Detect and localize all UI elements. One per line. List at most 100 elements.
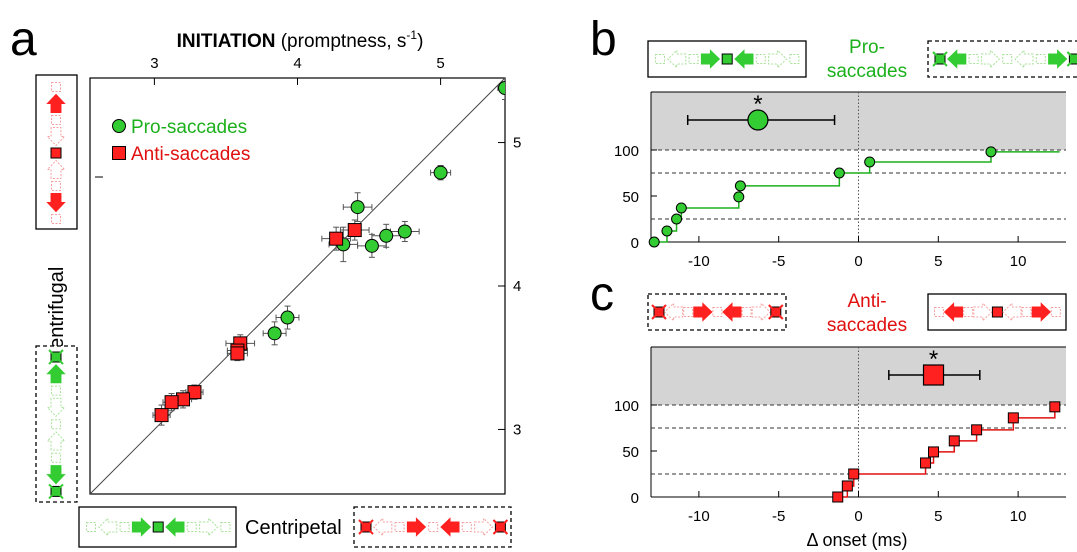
outline-box-icon (461, 522, 472, 532)
panel-a-title-rest: (promptness, s (275, 31, 406, 52)
arrow-right-icon (131, 517, 152, 537)
outline-box-icon (789, 54, 800, 64)
arrow-left-icon (440, 517, 460, 537)
outline-box-icon (119, 522, 130, 532)
panel-b-label-line1: Pro- (849, 37, 885, 58)
outline-box-icon (1002, 54, 1013, 64)
summary-mean-marker (747, 109, 769, 131)
outline-box-icon (51, 385, 61, 396)
centrifugal-pro-arrow-icons (46, 349, 66, 500)
outline-box-icon (220, 522, 231, 532)
cross-target-icon-strokes (358, 519, 374, 535)
outline-box-icon (186, 522, 197, 532)
arrow-right-icon (1048, 49, 1068, 69)
arrow-left-icon (734, 49, 754, 69)
anti-saccade-point (347, 223, 362, 238)
panel-c-letter: c (590, 268, 614, 321)
y-tick-label: 3 (513, 421, 521, 438)
arrow-right-icon (700, 49, 721, 69)
significance-star: * (929, 346, 938, 373)
centripetal-anti-arrow-icons (358, 517, 509, 537)
x-tick-label: 0 (854, 508, 862, 525)
outline-box-icon (1021, 307, 1032, 317)
cross-target-icon-strokes (1066, 51, 1077, 67)
anti-data-point (1049, 401, 1061, 413)
y-tick-label: 0 (631, 490, 639, 507)
outline-box-icon (683, 307, 694, 317)
cumulative-step-line (837, 406, 1060, 498)
pro-data-point (733, 191, 745, 203)
anti-data-point (920, 457, 932, 469)
panel-c-label-line2: saccades (827, 315, 907, 336)
legend-pro-label: Pro-saccades (131, 117, 247, 138)
x-tick-label: 3 (150, 55, 158, 72)
cross-target-icon-strokes (48, 483, 64, 500)
x-tick-label: 10 (1010, 253, 1027, 270)
pro-data-point (671, 213, 683, 225)
pro-data-point (833, 167, 845, 179)
pro-data-point (661, 225, 673, 237)
legend-pro-marker (112, 119, 126, 133)
anti-saccade-point (230, 346, 245, 361)
panel-c-left-iconbox (647, 293, 787, 331)
summary-mean-marker (922, 364, 945, 386)
y-tick-label: 50 (622, 189, 639, 206)
outline-box-icon (741, 307, 752, 317)
x-tick-label: 0 (854, 253, 862, 270)
cumulative-step-line (654, 151, 1060, 243)
arrow-left-icon (722, 302, 742, 322)
y-tick-label: 4 (513, 278, 521, 295)
pro-saccade-point (397, 224, 412, 239)
anti-data-point (832, 491, 844, 503)
panel-a-letter: a (10, 13, 37, 66)
panel-b-label-line2: saccades (827, 61, 907, 82)
legend-anti-marker (112, 146, 126, 160)
x-tick-label: -10 (688, 253, 710, 270)
outline-box-icon (51, 82, 61, 92)
outline-box-icon (51, 214, 61, 224)
y-tick-label: 100 (614, 398, 639, 415)
outline-box-icon (712, 307, 723, 317)
x-tick-label: 5 (436, 55, 444, 72)
centrifugal-anti-arrow-icons (46, 82, 66, 224)
panel-a-y-ticks: 3 4 5 (498, 135, 521, 438)
outline-box-icon (428, 522, 439, 532)
anti-saccade-point (154, 408, 169, 423)
centripetal-anti-iconbox (353, 506, 512, 548)
panel-b-plot: 0 50 100 -10 -5 0 5 10 * (614, 91, 1066, 270)
anti-data-point (971, 424, 983, 436)
arrow-left-icon (947, 49, 967, 69)
panel-a-title-bold: INITIATION (177, 31, 276, 52)
anti-data-point (841, 480, 853, 492)
square-target-icon (721, 53, 733, 65)
panel-c-left-arrow-icons (651, 302, 784, 322)
pro-saccade-point (364, 238, 379, 253)
arrow-right-icon (406, 517, 427, 537)
anti-data-point (1007, 412, 1019, 424)
panel-a-title-end: ) (417, 31, 423, 52)
pro-saccade-point (267, 326, 282, 341)
y-tick-label: 5 (513, 135, 521, 152)
panel-a-points (152, 78, 505, 426)
anti-data-point (848, 468, 860, 480)
y-tick-label: 100 (614, 143, 639, 160)
arrow-up-icon (46, 93, 66, 113)
outline-box-icon (655, 54, 665, 64)
arrow-left-icon (165, 517, 185, 537)
y-tick-label: 0 (631, 235, 639, 252)
cross-target-icon-strokes (492, 519, 509, 535)
outline-box-icon (1035, 54, 1046, 64)
outline-box-icon (51, 181, 61, 191)
square-target-icon (50, 147, 62, 159)
square-target-icon (991, 306, 1003, 318)
pro-data-point (648, 236, 660, 248)
outline-box-icon (934, 307, 944, 317)
x-tick-label: 5 (934, 508, 942, 525)
x-tick-label: 4 (293, 55, 301, 72)
arrow-right-icon (693, 302, 713, 322)
outline-box-icon (51, 115, 61, 125)
pro-data-point (985, 146, 997, 158)
x-tick-label: -5 (772, 508, 785, 525)
outline-box-icon (688, 54, 699, 64)
panel-a-ylabel: Centrifugal (46, 267, 68, 364)
